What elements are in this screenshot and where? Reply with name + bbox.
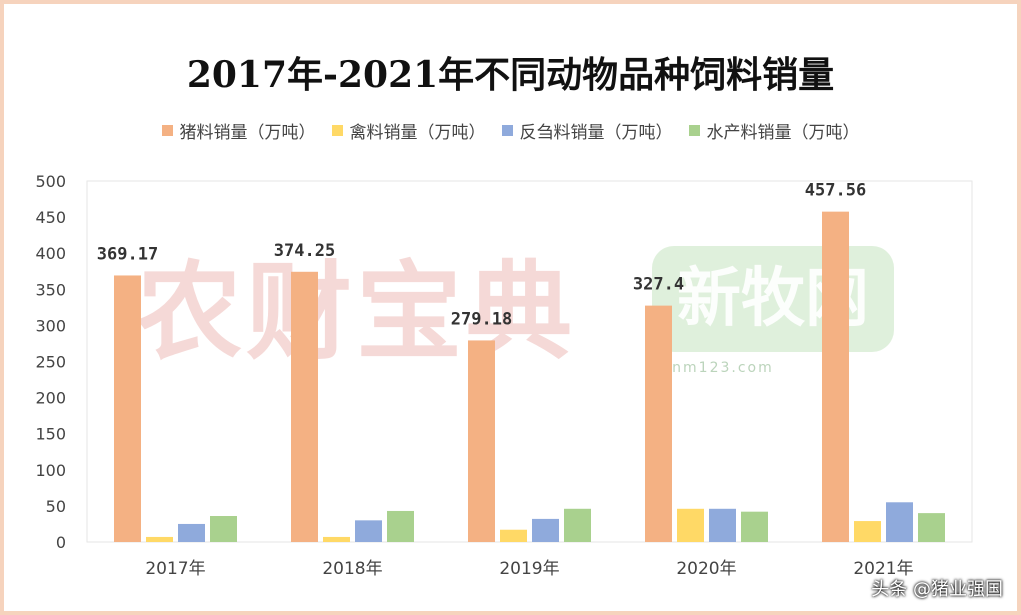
data-label: 457.56 — [805, 181, 866, 201]
bar — [178, 523, 205, 542]
y-tick-label: 100 — [35, 461, 66, 480]
plot-area — [86, 180, 973, 543]
legend-label: 水产料销量（万吨） — [706, 123, 860, 143]
legend-label: 反刍料销量（万吨） — [519, 123, 673, 143]
legend-swatch — [331, 125, 343, 136]
legend-item: 禽料销量（万吨） — [331, 118, 486, 143]
legend-swatch — [688, 125, 700, 136]
legend-item: 水产料销量（万吨） — [688, 118, 860, 143]
bar — [323, 536, 350, 542]
bar — [387, 510, 414, 542]
legend-swatch — [161, 125, 173, 136]
bar-chart: 0 50 100 150 200 250 300 350 400 450 500 2017年 369.1… — [35, 172, 973, 579]
y-tick-label: 300 — [35, 316, 66, 335]
y-tick-label: 0 — [56, 533, 66, 552]
legend-item: 猪料销量（万吨） — [161, 118, 316, 143]
bar — [210, 516, 237, 542]
bar — [822, 211, 849, 543]
bar — [146, 536, 173, 542]
y-tick-label: 250 — [35, 353, 66, 372]
watermark-url: xinm123.com — [656, 360, 774, 376]
y-tick-label: 50 — [46, 497, 66, 516]
bar — [355, 520, 382, 542]
legend-swatch — [501, 125, 513, 136]
legend-label: 禽料销量（万吨） — [349, 123, 486, 143]
y-tick-label: 450 — [35, 208, 66, 227]
bar — [564, 508, 591, 542]
bar — [886, 502, 913, 542]
watermark-xinmuwang-logo: 新牧网 — [652, 246, 894, 352]
chart-title: 2017年-2021年不同动物品种饲料销量 — [186, 54, 835, 96]
y-tick-label: 150 — [35, 425, 66, 444]
bar — [114, 275, 141, 542]
bar — [741, 511, 768, 542]
y-tick-label: 350 — [35, 280, 66, 299]
bar — [709, 508, 736, 542]
x-tick-label: 2018年 — [322, 559, 382, 579]
bar — [918, 513, 945, 542]
x-tick-label: 2017年 — [145, 559, 205, 579]
data-label: 374.25 — [274, 241, 335, 261]
footer-source: 头条 @猪业强国 — [871, 579, 1003, 600]
legend-item: 反刍料销量（万吨） — [501, 118, 673, 143]
data-label: 369.17 — [97, 244, 158, 264]
bar — [468, 340, 495, 542]
y-tick-label: 200 — [35, 389, 66, 408]
bar — [291, 271, 318, 542]
bar — [854, 521, 881, 542]
x-tick-label: 2021年 — [853, 559, 913, 579]
data-label: 279.18 — [451, 309, 512, 329]
bar — [532, 518, 559, 542]
bar — [500, 529, 527, 542]
bar — [677, 508, 704, 542]
y-tick-label: 500 — [35, 172, 66, 191]
watermark-nongcaibaodian: 农财宝典 — [136, 251, 576, 374]
bar — [645, 305, 672, 542]
x-tick-label: 2020年 — [676, 559, 736, 579]
legend-label: 猪料销量（万吨） — [179, 123, 316, 143]
legend: 猪料销量（万吨） 禽料销量（万吨） 反刍料销量（万吨） 水产料销量（万吨） — [4, 118, 1017, 143]
x-tick-label: 2019年 — [499, 559, 559, 579]
y-tick-label: 400 — [35, 244, 66, 263]
data-label: 327.4 — [633, 275, 684, 295]
